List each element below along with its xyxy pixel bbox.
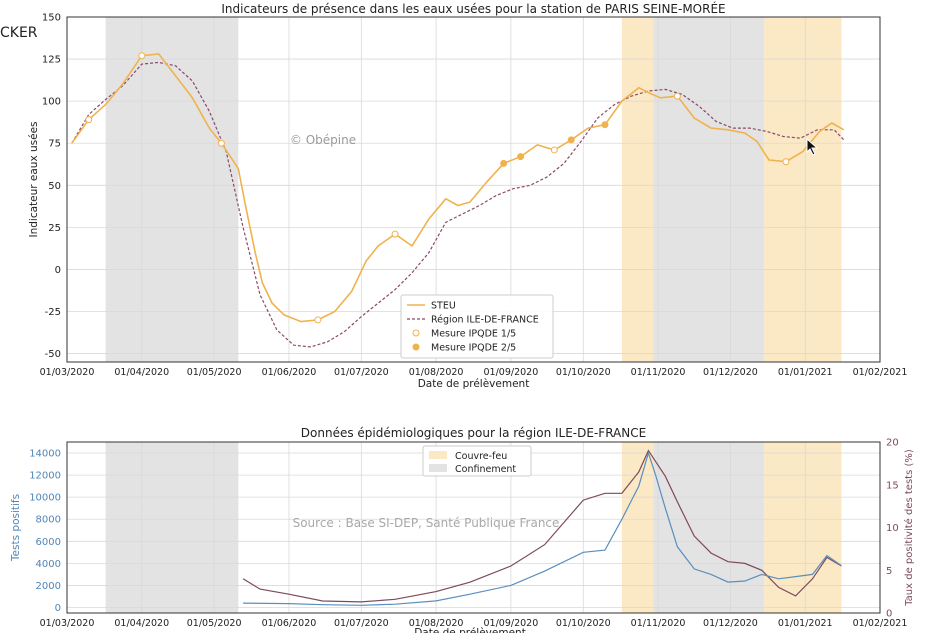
plot-frame-top bbox=[66, 16, 881, 363]
watermark-source: Source : Base SI-DEP, Santé Publique Fra… bbox=[293, 516, 560, 530]
y-tick-label-right: 20 bbox=[886, 438, 899, 449]
mouse-pointer-icon bbox=[806, 138, 819, 156]
y-tick-label-left: 8000 bbox=[36, 515, 61, 526]
x-tick-label-bottom: 01/08/2020 bbox=[409, 618, 464, 629]
marker-ipqde-1-5 bbox=[314, 316, 322, 324]
legend-swatch-ipqde-2-5 bbox=[412, 343, 420, 351]
y-tick-label-left: 6000 bbox=[36, 537, 61, 548]
x-tick-label-bottom: 01/09/2020 bbox=[484, 618, 539, 629]
x-tick-label: 01/10/2020 bbox=[556, 367, 611, 378]
y-axis-label-left: Tests positifs bbox=[10, 494, 22, 562]
x-tick-label-bottom: 01/12/2020 bbox=[703, 618, 758, 629]
watermark-obepine: © Obépine bbox=[290, 133, 356, 147]
shaded-period-3 bbox=[653, 17, 765, 362]
legend-top bbox=[400, 294, 554, 359]
y-tick-label-right: 15 bbox=[886, 480, 899, 491]
y-tick-label-left: 10000 bbox=[29, 493, 61, 504]
series-line-tests-positifs bbox=[243, 450, 842, 606]
y-tick-label: 150 bbox=[42, 13, 61, 24]
legend-swatch-ipqde-1-5 bbox=[412, 329, 420, 337]
x-tick-label-bottom: 01/03/2020 bbox=[40, 618, 95, 629]
series-line-steu bbox=[71, 53, 845, 323]
marker-ipqde-2-5 bbox=[567, 136, 575, 144]
x-tick-label: 01/08/2020 bbox=[409, 367, 464, 378]
marker-ipqde-1-5 bbox=[217, 139, 225, 147]
x-tick-label: 01/02/2021 bbox=[853, 367, 908, 378]
marker-ipqde-1-5 bbox=[138, 52, 146, 60]
chart-title-bottom: Données épidémiologiques pour la région … bbox=[301, 426, 646, 440]
legend-label-confinement: Confinement bbox=[455, 464, 516, 475]
y-tick-label: 0 bbox=[55, 265, 61, 276]
chart-title-top: Indicateurs de présence dans les eaux us… bbox=[221, 1, 725, 16]
y-axis-label-right: Taux de positivité des tests (%) bbox=[903, 449, 915, 607]
y-tick-label-left: 0 bbox=[55, 603, 61, 614]
series-line-taux-positivite bbox=[242, 449, 842, 603]
y-tick-label: -25 bbox=[45, 307, 61, 318]
marker-ipqde-1-5 bbox=[85, 116, 93, 124]
x-tick-label: 01/06/2020 bbox=[262, 367, 317, 378]
x-axis-label-bottom: Date de prélèvement bbox=[414, 627, 526, 633]
y-tick-label-right: 10 bbox=[886, 523, 899, 534]
y-tick-label: 100 bbox=[42, 97, 61, 108]
y-tick-label: 75 bbox=[48, 139, 61, 150]
shaded-period-bottom-2 bbox=[621, 442, 654, 613]
y-tick-label-left: 12000 bbox=[29, 471, 61, 482]
legend-swatch-confinement bbox=[429, 464, 447, 472]
legend-label-ipqde-2-5: Mesure IPQDE 2/5 bbox=[431, 343, 516, 354]
cut-off-label: CKER bbox=[0, 25, 38, 41]
y-tick-label: 125 bbox=[42, 55, 61, 66]
x-axis-label-top: Date de prélèvement bbox=[418, 378, 530, 390]
y-tick-label-right: 0 bbox=[886, 609, 892, 620]
x-tick-label: 01/09/2020 bbox=[484, 367, 539, 378]
y-axis-label-top: Indicateur eaux usées bbox=[28, 121, 40, 237]
y-tick-label-left: 2000 bbox=[36, 581, 61, 592]
x-tick-label: 01/07/2020 bbox=[334, 367, 389, 378]
x-tick-label-bottom: 01/02/2021 bbox=[853, 618, 908, 629]
x-tick-label: 01/04/2020 bbox=[114, 367, 169, 378]
x-tick-label: 01/11/2020 bbox=[631, 367, 686, 378]
legend-swatch-couvre-feu bbox=[429, 451, 447, 459]
y-tick-label-left: 4000 bbox=[36, 559, 61, 570]
legend-label-ipqde-1-5: Mesure IPQDE 1/5 bbox=[431, 329, 516, 340]
series-line-region bbox=[71, 61, 845, 348]
y-tick-label-right: 5 bbox=[886, 566, 892, 577]
shaded-period-bottom-4 bbox=[764, 442, 842, 613]
x-tick-label-bottom: 01/10/2020 bbox=[556, 618, 611, 629]
x-tick-label: 01/12/2020 bbox=[703, 367, 758, 378]
marker-ipqde-2-5 bbox=[500, 159, 508, 167]
x-tick-label-bottom: 01/05/2020 bbox=[187, 618, 242, 629]
x-tick-label: 01/05/2020 bbox=[187, 367, 242, 378]
marker-ipqde-1-5 bbox=[673, 92, 681, 100]
marker-ipqde-1-5 bbox=[782, 158, 790, 166]
legend-label-couvre-feu: Couvre-feu bbox=[455, 451, 507, 462]
x-tick-label-bottom: 01/06/2020 bbox=[262, 618, 317, 629]
shaded-period-bottom-3 bbox=[653, 442, 765, 613]
marker-ipqde-2-5 bbox=[517, 153, 525, 161]
x-tick-label: 01/03/2020 bbox=[40, 367, 95, 378]
legend-bottom bbox=[422, 445, 532, 477]
x-tick-label-bottom: 01/11/2020 bbox=[631, 618, 686, 629]
y-tick-label: -50 bbox=[45, 349, 61, 360]
plot-frame-bottom bbox=[66, 441, 881, 614]
y-tick-label-left: 14000 bbox=[29, 449, 61, 460]
y-tick-label: 50 bbox=[48, 181, 61, 192]
marker-ipqde-1-5 bbox=[550, 146, 558, 154]
x-tick-label-bottom: 01/07/2020 bbox=[334, 618, 389, 629]
x-tick-label-bottom: 01/04/2020 bbox=[114, 618, 169, 629]
legend-label-region: Région ILE-DE-FRANCE bbox=[431, 315, 539, 326]
y-tick-label: 25 bbox=[48, 223, 61, 234]
marker-ipqde-2-5 bbox=[601, 121, 609, 129]
shaded-period-2 bbox=[621, 17, 654, 362]
shaded-period-1 bbox=[105, 17, 239, 362]
legend-label-steu: STEU bbox=[431, 301, 456, 312]
x-tick-label-bottom: 01/01/2021 bbox=[778, 618, 833, 629]
x-tick-label: 01/01/2021 bbox=[778, 367, 833, 378]
shaded-period-4 bbox=[764, 17, 842, 362]
shaded-period-bottom-1 bbox=[105, 442, 239, 613]
marker-ipqde-1-5 bbox=[391, 230, 399, 238]
